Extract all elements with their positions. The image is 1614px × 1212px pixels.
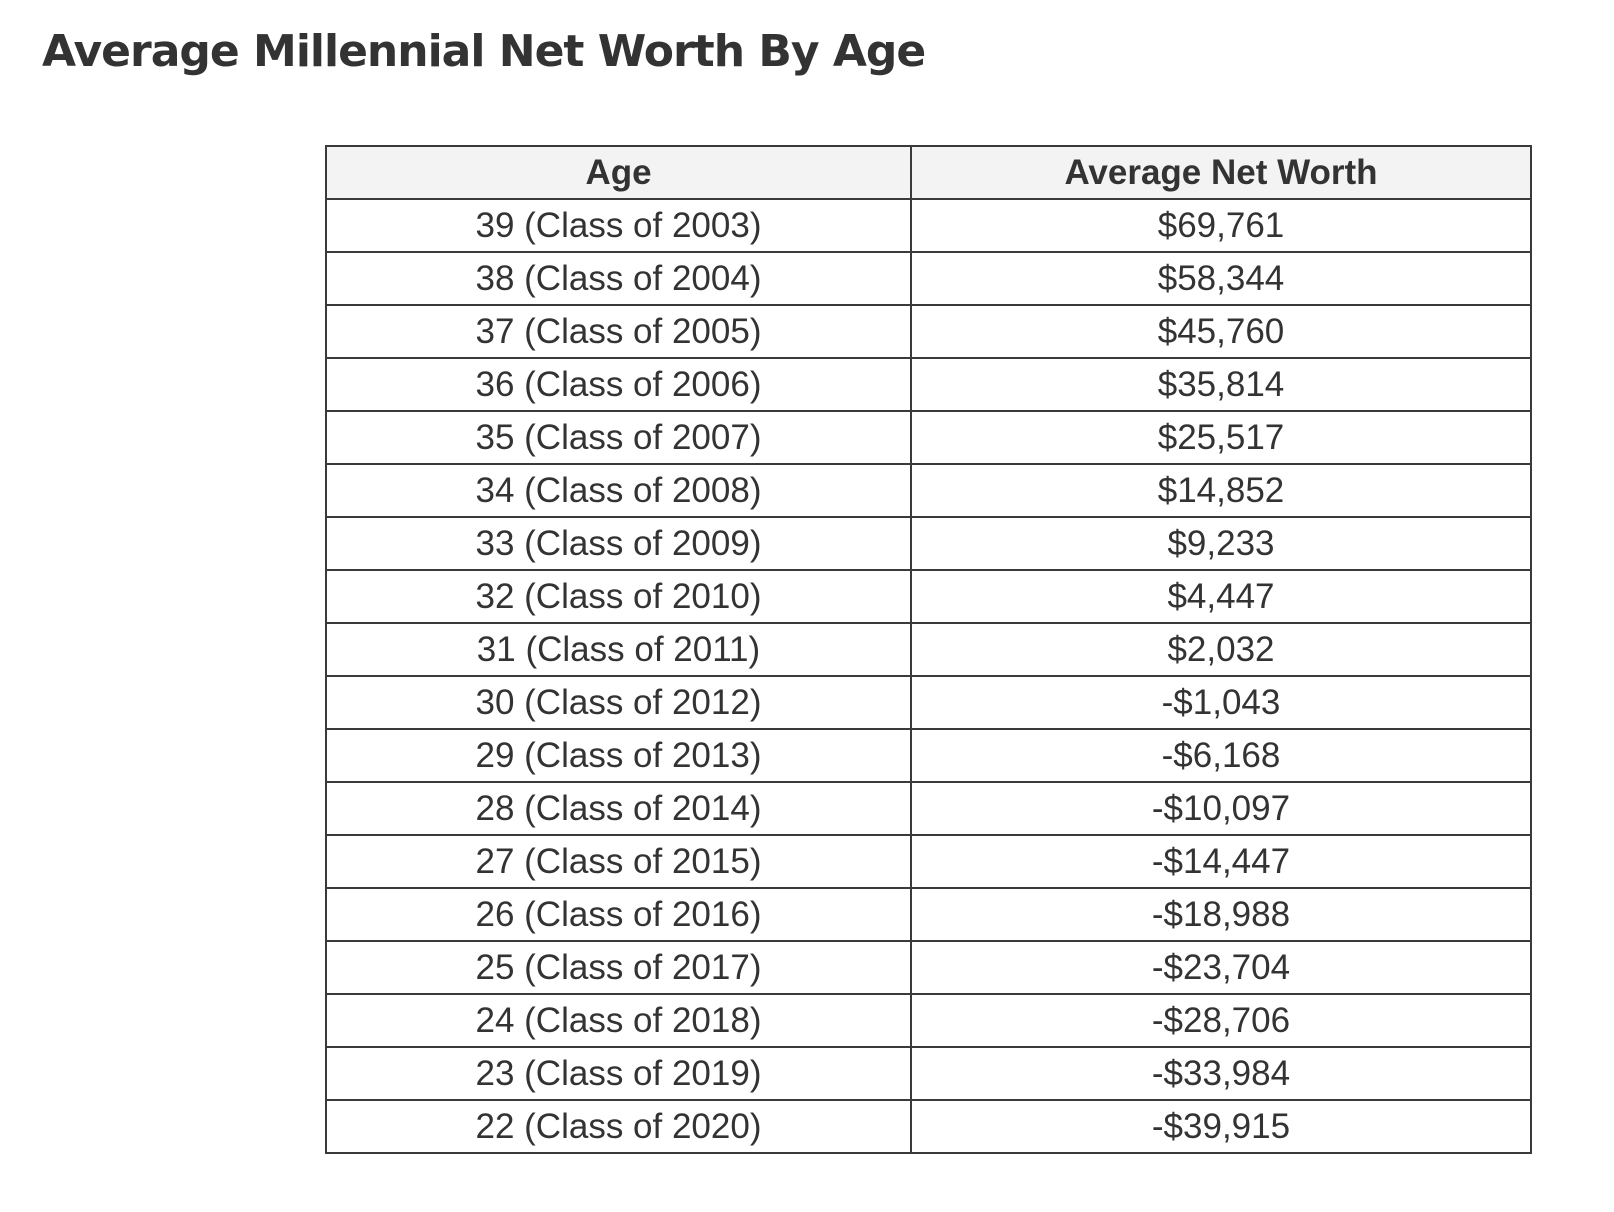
cell-age: 26 (Class of 2016) (325, 887, 912, 942)
header-row: Age Average Net Worth (325, 145, 1532, 200)
cell-average-net-worth: -$28,706 (910, 993, 1532, 1048)
cell-average-net-worth: $45,760 (910, 304, 1532, 359)
cell-age: 35 (Class of 2007) (325, 410, 912, 465)
cell-age: 37 (Class of 2005) (325, 304, 912, 359)
cell-age: 30 (Class of 2012) (325, 675, 912, 730)
table-row: 22 (Class of 2020) -$39,915 (325, 1099, 1532, 1154)
cell-age: 23 (Class of 2019) (325, 1046, 912, 1101)
header-average-net-worth: Average Net Worth (910, 145, 1532, 200)
table-row: 30 (Class of 2012) -$1,043 (325, 675, 1532, 730)
cell-age: 32 (Class of 2010) (325, 569, 912, 624)
page-title: Average Millennial Net Worth By Age (42, 26, 926, 77)
table-row: 38 (Class of 2004) $58,344 (325, 251, 1532, 306)
table-row: 36 (Class of 2006) $35,814 (325, 357, 1532, 412)
table-row: 23 (Class of 2019) -$33,984 (325, 1046, 1532, 1101)
table-row: 32 (Class of 2010) $4,447 (325, 569, 1532, 624)
cell-age: 28 (Class of 2014) (325, 781, 912, 836)
cell-average-net-worth: -$1,043 (910, 675, 1532, 730)
table-row: 27 (Class of 2015) -$14,447 (325, 834, 1532, 889)
table-body: 39 (Class of 2003) $69,761 38 (Class of 20… (325, 198, 1532, 1154)
cell-average-net-worth: -$39,915 (910, 1099, 1532, 1154)
table-row: 34 (Class of 2008) $14,852 (325, 463, 1532, 518)
cell-age: 24 (Class of 2018) (325, 993, 912, 1048)
table-row: 24 (Class of 2018) -$28,706 (325, 993, 1532, 1048)
cell-average-net-worth: -$6,168 (910, 728, 1532, 783)
cell-average-net-worth: -$18,988 (910, 887, 1532, 942)
cell-age: 38 (Class of 2004) (325, 251, 912, 306)
cell-age: 22 (Class of 2020) (325, 1099, 912, 1154)
cell-average-net-worth: $14,852 (910, 463, 1532, 518)
cell-age: 25 (Class of 2017) (325, 940, 912, 995)
table-row: 25 (Class of 2017) -$23,704 (325, 940, 1532, 995)
table-row: 37 (Class of 2005) $45,760 (325, 304, 1532, 359)
cell-average-net-worth: $35,814 (910, 357, 1532, 412)
cell-age: 33 (Class of 2009) (325, 516, 912, 571)
cell-age: 29 (Class of 2013) (325, 728, 912, 783)
table-row: 31 (Class of 2011) $2,032 (325, 622, 1532, 677)
cell-age: 34 (Class of 2008) (325, 463, 912, 518)
cell-average-net-worth: -$10,097 (910, 781, 1532, 836)
cell-average-net-worth: $9,233 (910, 516, 1532, 571)
cell-average-net-worth: -$14,447 (910, 834, 1532, 889)
table-row: 29 (Class of 2013) -$6,168 (325, 728, 1532, 783)
header-age: Age (325, 145, 912, 200)
table-row: 39 (Class of 2003) $69,761 (325, 198, 1532, 253)
cell-average-net-worth: $25,517 (910, 410, 1532, 465)
cell-age: 27 (Class of 2015) (325, 834, 912, 889)
table-header: Age Average Net Worth (325, 145, 1532, 200)
cell-average-net-worth: $4,447 (910, 569, 1532, 624)
cell-age: 31 (Class of 2011) (325, 622, 912, 677)
cell-average-net-worth: -$23,704 (910, 940, 1532, 995)
net-worth-table: Age Average Net Worth 39 (Class of 2003)… (325, 145, 1532, 1154)
cell-average-net-worth: $2,032 (910, 622, 1532, 677)
cell-age: 36 (Class of 2006) (325, 357, 912, 412)
table-row: 33 (Class of 2009) $9,233 (325, 516, 1532, 571)
cell-average-net-worth: $58,344 (910, 251, 1532, 306)
table-row: 28 (Class of 2014) -$10,097 (325, 781, 1532, 836)
cell-average-net-worth: -$33,984 (910, 1046, 1532, 1101)
table-row: 35 (Class of 2007) $25,517 (325, 410, 1532, 465)
table-row: 26 (Class of 2016) -$18,988 (325, 887, 1532, 942)
cell-age: 39 (Class of 2003) (325, 198, 912, 253)
cell-average-net-worth: $69,761 (910, 198, 1532, 253)
